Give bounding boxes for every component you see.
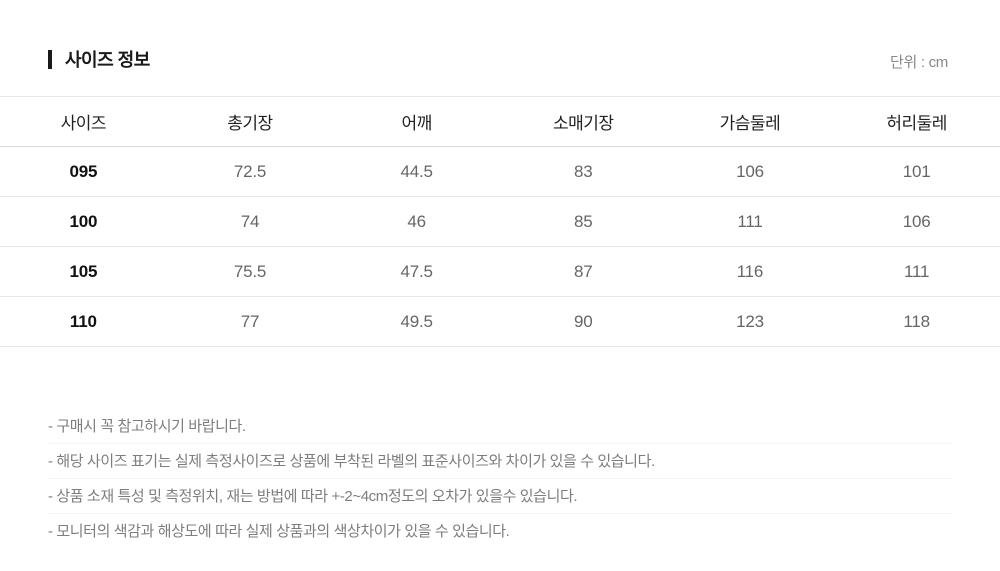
size-cell: 105: [0, 246, 167, 297]
page-title: 사이즈 정보: [65, 50, 150, 70]
value-cell: 44.5: [333, 146, 500, 197]
note-item: - 모니터의 색감과 해상도에 따라 실제 상품과의 색상차이가 있을 수 있습…: [48, 523, 510, 540]
title-bar-marker: [48, 49, 52, 69]
value-cell: 106: [666, 146, 834, 197]
col-header-sleeve-length: 소매기장: [499, 96, 667, 147]
table-row: 105 75.5 47.5 87 116 111: [0, 246, 1000, 297]
col-header-chest: 가슴둘레: [666, 96, 834, 147]
value-cell: 111: [833, 246, 1000, 297]
value-cell: 72.5: [166, 146, 334, 197]
size-table-head: 사이즈 총기장 어깨 소매기장 가슴둘레 허리둘레: [0, 96, 1000, 147]
value-cell: 106: [833, 196, 1000, 247]
note-item: - 해당 사이즈 표기는 실제 측정사이즈로 상품에 부착된 라벨의 표준사이즈…: [48, 444, 952, 479]
value-cell: 87: [499, 246, 667, 297]
value-cell: 123: [666, 296, 834, 347]
size-info-page: 사이즈 정보 단위 : cm 사이즈 총기장 어깨 소매기장 가슴둘레 허리둘레…: [0, 0, 1000, 548]
note-item: - 상품 소재 특성 및 측정위치, 재는 방법에 따라 +-2~4cm정도의 …: [48, 479, 952, 514]
value-cell: 75.5: [166, 246, 334, 297]
value-cell: 118: [833, 296, 1000, 347]
notes-list: - 구매시 꼭 참고하시기 바랍니다. - 해당 사이즈 표기는 실제 측정사이…: [0, 409, 1000, 548]
value-cell: 46: [333, 196, 500, 247]
size-cell: 100: [0, 196, 167, 247]
col-header-total-length: 총기장: [166, 96, 334, 147]
value-cell: 85: [499, 196, 667, 247]
size-table: 사이즈 총기장 어깨 소매기장 가슴둘레 허리둘레 095 72.5 44.5 …: [0, 96, 1000, 347]
page-title-group: 사이즈 정보: [48, 46, 150, 72]
value-cell: 111: [666, 196, 834, 247]
table-row: 095 72.5 44.5 83 106 101: [0, 146, 1000, 197]
value-cell: 74: [166, 196, 334, 247]
unit-label: 단위 : cm: [890, 54, 948, 71]
value-cell: 101: [833, 146, 1000, 197]
value-cell: 116: [666, 246, 834, 297]
size-cell: 110: [0, 296, 167, 347]
col-header-size: 사이즈: [0, 96, 167, 147]
col-header-waist: 허리둘레: [833, 96, 1000, 147]
table-row: 100 74 46 85 111 106: [0, 196, 1000, 247]
header-row: 사이즈 총기장 어깨 소매기장 가슴둘레 허리둘레: [0, 96, 1000, 147]
value-cell: 83: [499, 146, 667, 197]
value-cell: 49.5: [333, 296, 500, 347]
table-row: 110 77 49.5 90 123 118: [0, 296, 1000, 347]
value-cell: 47.5: [333, 246, 500, 297]
value-cell: 77: [166, 296, 334, 347]
col-header-shoulder: 어깨: [333, 96, 500, 147]
size-table-body: 095 72.5 44.5 83 106 101 100 74 46 85 11…: [0, 146, 1000, 347]
size-cell: 095: [0, 146, 167, 197]
section-header: 사이즈 정보 단위 : cm: [0, 0, 1000, 96]
value-cell: 90: [499, 296, 667, 347]
note-item: - 구매시 꼭 참고하시기 바랍니다.: [48, 409, 952, 444]
